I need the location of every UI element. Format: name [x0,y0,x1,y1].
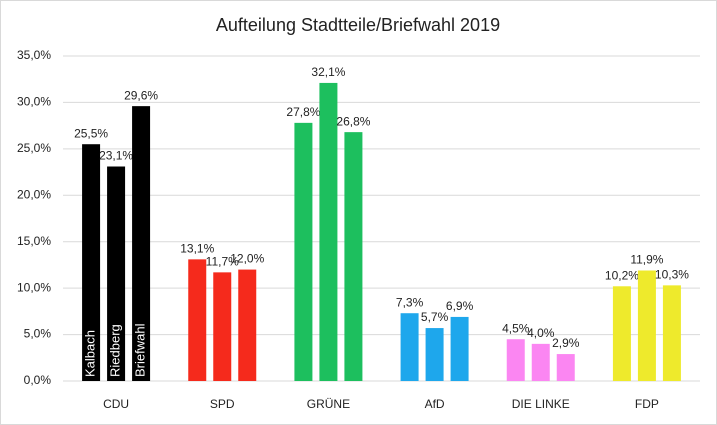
value-label: 11,9% [630,253,663,267]
value-label: 32,1% [311,65,345,79]
value-label: 11,7% [206,255,239,269]
value-label: 7,3% [396,295,424,309]
value-label: 12,0% [230,252,264,266]
value-label: 23,1% [99,149,133,163]
x-tick-label: CDU [103,397,129,411]
chart-title: Aufteilung Stadtteile/Briefwahl 2019 [216,15,500,35]
x-tick-label: FDP [635,397,659,411]
value-label: 27,8% [286,105,320,119]
series-name: Briefwahl [133,323,148,377]
value-label: 5,7% [421,310,449,324]
x-tick-label: DIE LINKE [512,397,570,411]
bar [400,313,419,381]
bar [506,339,525,381]
bar [107,166,126,381]
value-label: 13,1% [180,242,214,256]
value-label: 25,5% [74,126,108,140]
bar [238,269,257,381]
bar [344,132,363,381]
value-label: 4,5% [502,321,530,335]
x-tick-label: SPD [210,397,235,411]
y-tick-label: 10,0% [17,280,51,294]
y-tick-label: 30,0% [17,95,51,109]
bar [556,354,575,381]
value-label: 26,8% [336,114,370,128]
bar [319,82,338,381]
y-tick-label: 25,0% [17,141,51,155]
y-tick-label: 35,0% [17,48,51,62]
series-name: Riedberg [108,324,123,377]
bar [662,285,681,381]
value-label: 6,9% [446,299,474,313]
value-label: 4,0% [527,326,555,340]
value-label: 10,2% [605,268,639,282]
y-tick-label: 15,0% [17,234,51,248]
bar [612,286,631,381]
x-tick-label: AfD [425,397,445,411]
bar [188,259,207,381]
bar [132,106,151,382]
value-label: 2,9% [552,336,580,350]
y-tick-label: 5,0% [24,327,52,341]
series-name: Kalbach [83,330,98,377]
y-tick-label: 0,0% [24,373,52,387]
bar [637,270,656,381]
bar [294,122,313,381]
value-label: 10,3% [655,268,689,282]
bar [213,272,232,381]
value-label: 29,6% [124,88,158,102]
x-tick-label: GRÜNE [307,397,350,411]
y-tick-label: 20,0% [17,187,51,201]
bar [82,144,101,381]
bar [450,316,469,381]
bar [425,328,444,381]
bar [531,343,550,381]
